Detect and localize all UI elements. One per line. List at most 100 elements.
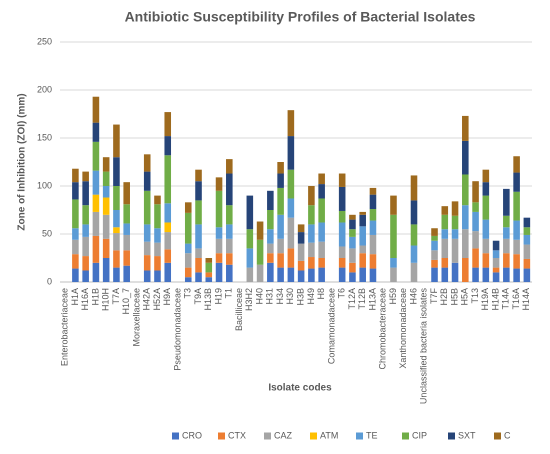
- bar-segment: [308, 186, 315, 206]
- x-tick-label: H46: [408, 288, 418, 305]
- bar-segment: [369, 234, 377, 255]
- bar-segment: [113, 210, 120, 228]
- bar-segment: [431, 235, 438, 241]
- x-tick-label: H10_7: [121, 288, 131, 315]
- bar-segment: [503, 227, 510, 239]
- bar-segment: [154, 195, 161, 205]
- bar-segment: [472, 231, 479, 249]
- x-tick-label: T9A: [193, 288, 203, 305]
- bar-segment: [154, 204, 161, 229]
- bar-segment: [462, 205, 469, 230]
- bar-segment: [277, 187, 284, 215]
- bar-segment: [359, 253, 366, 268]
- bar-segment: [359, 245, 366, 254]
- bar-segment: [226, 205, 233, 225]
- bar-segment: [287, 248, 295, 268]
- bar-segment: [72, 268, 79, 282]
- bar-segment: [482, 253, 490, 268]
- bar-segment: [308, 257, 315, 269]
- bar-segment: [154, 242, 161, 257]
- bar-segment: [451, 215, 459, 230]
- bar-segment: [205, 262, 213, 273]
- bar-segment: [338, 210, 346, 223]
- x-tick-label: H40: [254, 288, 264, 305]
- legend-label: CTX: [228, 430, 246, 440]
- bar-segment: [472, 248, 479, 268]
- x-axis-title: Isolate codes: [268, 383, 332, 394]
- legend-label: SXT: [458, 430, 476, 440]
- x-tick-label: Enterobacteriaceae: [60, 288, 70, 366]
- bar-segment: [287, 169, 295, 199]
- bar-segment: [184, 277, 192, 282]
- bar-segment: [297, 270, 305, 282]
- bar-segment: [390, 214, 397, 258]
- x-tick-label: T13: [470, 288, 480, 304]
- bar-segment: [256, 264, 264, 282]
- y-tick-label: 150: [37, 132, 52, 142]
- bar-segment: [441, 267, 449, 282]
- x-tick-label: H59: [388, 288, 398, 305]
- x-tick-label: T14A: [501, 288, 511, 310]
- bar-segment: [369, 209, 377, 221]
- x-tick-label: Comamonadaceae: [326, 288, 336, 364]
- x-tick-label: Pseudomonadaceae: [172, 288, 182, 371]
- bar-segment: [92, 141, 100, 171]
- bar-segment: [164, 222, 172, 233]
- x-tick-label: H5A: [460, 288, 470, 306]
- bar-segment: [513, 172, 520, 192]
- bar-segment: [369, 254, 377, 269]
- x-tick-label: H3B: [296, 288, 306, 306]
- bar-segment: [503, 238, 510, 254]
- x-tick-label: H14B: [490, 288, 500, 311]
- bar-segment: [226, 173, 233, 206]
- bar-segment: [215, 190, 223, 228]
- x-tick-label: T12A: [347, 288, 357, 310]
- bar-segment: [410, 224, 418, 246]
- bar-segment: [472, 267, 479, 282]
- y-tick-label: 100: [37, 180, 52, 190]
- bar-segment: [205, 277, 213, 282]
- x-tick-label: H5B: [449, 288, 459, 306]
- bar-segment: [431, 228, 438, 236]
- bar-segment: [318, 241, 325, 258]
- bar-segment: [72, 182, 79, 200]
- bar-segment: [390, 195, 397, 215]
- bar-segment: [164, 136, 172, 156]
- bar-segment: [123, 223, 130, 235]
- legend-swatch: [402, 432, 409, 440]
- legend-swatch: [448, 432, 455, 440]
- bar-segment: [513, 239, 520, 255]
- legend-swatch: [310, 432, 317, 440]
- bar-segment: [338, 173, 346, 187]
- bar-segment: [277, 173, 284, 188]
- bar-segment: [492, 267, 500, 273]
- legend-label: CIP: [412, 430, 427, 440]
- x-tick-label: H10H: [101, 288, 111, 311]
- bar-segment: [338, 222, 346, 247]
- bar-segment: [349, 262, 356, 273]
- x-tick-label: T6: [337, 288, 347, 299]
- bar-segment: [410, 175, 418, 201]
- bar-segment: [492, 240, 500, 251]
- bar-segment: [297, 243, 305, 261]
- bar-segment: [287, 198, 295, 218]
- bar-segment: [451, 201, 459, 216]
- bar-segment: [195, 258, 202, 273]
- bar-segment: [369, 220, 377, 235]
- bar-segment: [123, 250, 130, 266]
- bar-segment: [92, 194, 100, 212]
- bar-segment: [513, 254, 520, 269]
- bar-segment: [349, 229, 356, 237]
- bar-segment: [308, 268, 315, 282]
- bar-segment: [503, 215, 510, 228]
- x-tick-label: H8: [316, 288, 326, 300]
- chart-title: Antibiotic Susceptibility Profiles of Ba…: [125, 9, 476, 25]
- bar-segment: [123, 265, 130, 282]
- bar-segment: [267, 210, 274, 230]
- bar-segment: [143, 190, 151, 225]
- bar-segment: [82, 205, 89, 225]
- bar-segment: [338, 246, 346, 258]
- bar-segment: [143, 241, 151, 256]
- bar-segment: [82, 256, 89, 271]
- bar-segment: [462, 229, 469, 258]
